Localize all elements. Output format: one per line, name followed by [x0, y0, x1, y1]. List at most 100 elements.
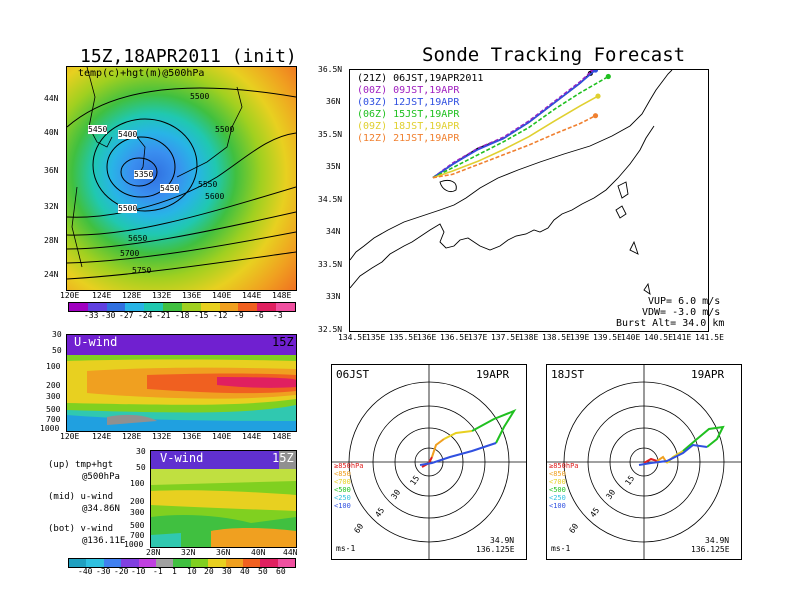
lon-tick: 134.5E — [338, 333, 367, 342]
legend-850: ≥850hPa — [549, 462, 579, 470]
contour-label: 5750 — [132, 266, 152, 275]
contour-5350 — [120, 157, 158, 187]
burst-point — [592, 70, 599, 73]
hodo-right-lat: 34.9N — [705, 536, 730, 545]
lon-tick: 135.5E — [389, 333, 418, 342]
colorbar-tick: -15 — [194, 311, 209, 320]
sonde-track-line — [432, 70, 594, 179]
colorbar-tick: 1 — [172, 567, 177, 576]
contour-5500-north — [67, 87, 296, 128]
note-up: (up) tmp+hgt — [48, 460, 114, 470]
level-tick: 700 — [130, 531, 145, 540]
lon-tick: 128E — [122, 291, 142, 300]
colorbar-tick: -30 — [96, 567, 111, 576]
track-legend-item: (21Z) 06JST,19APR2011 — [357, 73, 484, 84]
param-vdw: VDW= -3.0 m/s — [642, 307, 721, 318]
colorbar-500hpa — [68, 302, 296, 312]
sonde-track-line — [432, 70, 597, 179]
note-bot-lon: @136.11E — [82, 536, 126, 546]
lon-tick: 137E — [468, 333, 488, 342]
contour-label: 5700 — [120, 249, 140, 258]
sonde-track-line — [432, 95, 599, 179]
uwind-cross-section — [67, 335, 296, 431]
lon-tick: 148E — [272, 432, 292, 441]
map-500hpa-label: temp(c)+hgt(m)@500hPa — [78, 68, 205, 79]
colorbar-tick: -9 — [234, 311, 244, 320]
lat-tick: 36N — [216, 548, 231, 557]
track-legend-item: (00Z) 09JST,19APR — [357, 85, 460, 96]
colorbar-tick: -12 — [213, 311, 228, 320]
lat-tick: 34.5N — [318, 195, 343, 204]
hodo-left-date: 19APR — [476, 368, 510, 381]
lat-tick: 40N — [44, 128, 59, 137]
level-tick: 300 — [130, 508, 145, 517]
colorbar-tick: -30 — [101, 311, 116, 320]
param-vup: VUP= 6.0 m/s — [648, 296, 721, 307]
legend-lt500: <500 — [334, 486, 351, 494]
lon-tick: 138E — [519, 333, 539, 342]
contour-5750 — [67, 251, 296, 280]
lon-tick: 139E — [570, 333, 590, 342]
lat-tick: 33.5N — [318, 260, 343, 269]
track-legend-item: (09Z) 18JST,19APR — [357, 121, 460, 132]
lon-tick: 144E — [242, 291, 262, 300]
colorbar-tick: -33 — [84, 311, 99, 320]
coastline-taiwan-east-china — [71, 186, 83, 268]
level-tick: 50 — [52, 346, 62, 355]
hodograph-right — [547, 365, 741, 559]
contour-label: 5400 — [118, 130, 138, 139]
lat-tick: 36N — [326, 97, 341, 106]
level-tick: 50 — [136, 463, 146, 472]
contour-label: 5500 — [215, 125, 235, 134]
colorbar-tick: -1 — [153, 567, 163, 576]
colorbar-tick: 20 — [204, 567, 214, 576]
lon-tick: 140E — [212, 291, 232, 300]
contour-label: 5500 — [190, 92, 210, 101]
lon-tick: 136E — [182, 291, 202, 300]
contour-5450 — [92, 118, 198, 212]
hodo-right-units: ms-1 — [551, 544, 571, 553]
hodograph-left — [332, 365, 526, 559]
lat-tick: 40N — [251, 548, 266, 557]
lon-tick: 132E — [152, 291, 172, 300]
contour-label: 5350 — [134, 170, 154, 179]
legend-lt100: <100 — [334, 502, 351, 510]
lon-tick: 136E — [417, 333, 437, 342]
level-tick: 500 — [46, 405, 61, 414]
hodograph-right-panel — [546, 364, 742, 560]
lon-tick: 141.5E — [695, 333, 724, 342]
hodo-right-lon: 136.125E — [691, 545, 730, 554]
level-tick: 300 — [46, 392, 61, 401]
contour-5650 — [67, 211, 296, 250]
contour-5500-south — [67, 132, 296, 218]
note-mid-lat: @34.86N — [82, 504, 120, 514]
lat-tick: 35N — [326, 162, 341, 171]
legend-lt850: <850 — [334, 470, 351, 478]
sonde-track-line — [432, 114, 596, 179]
lat-tick: 36.5N — [318, 65, 343, 74]
level-tick: 30 — [52, 330, 62, 339]
burst-point — [592, 113, 599, 119]
lat-tick: 34N — [326, 227, 341, 236]
level-tick: 1000 — [40, 424, 60, 433]
lat-tick: 44N — [44, 94, 59, 103]
lat-tick: 28N — [44, 236, 59, 245]
hodo-left-time: 06JST — [336, 368, 370, 381]
init-title: 15Z,18APR2011 (init) — [80, 46, 297, 67]
hodo-segment-250 — [682, 425, 725, 452]
lon-tick: 135E — [366, 333, 386, 342]
lon-tick: 120E — [60, 291, 80, 300]
lat-tick: 36N — [44, 166, 59, 175]
vwind-label: V-wind — [160, 451, 204, 465]
coastline — [350, 70, 673, 295]
map-500hpa-panel — [66, 66, 297, 291]
lat-tick: 32N — [181, 548, 196, 557]
legend-lt700: <700 — [549, 478, 566, 486]
lon-tick: 136.5E — [440, 333, 469, 342]
hodo-segment-850 — [643, 457, 658, 464]
colorbar-tick: 50 — [258, 567, 268, 576]
contour-5400 — [106, 136, 176, 198]
legend-lt700: <700 — [334, 478, 351, 486]
lon-tick: 140E — [212, 432, 232, 441]
track-legend-item: (12Z) 21JST,19APR — [357, 133, 460, 144]
